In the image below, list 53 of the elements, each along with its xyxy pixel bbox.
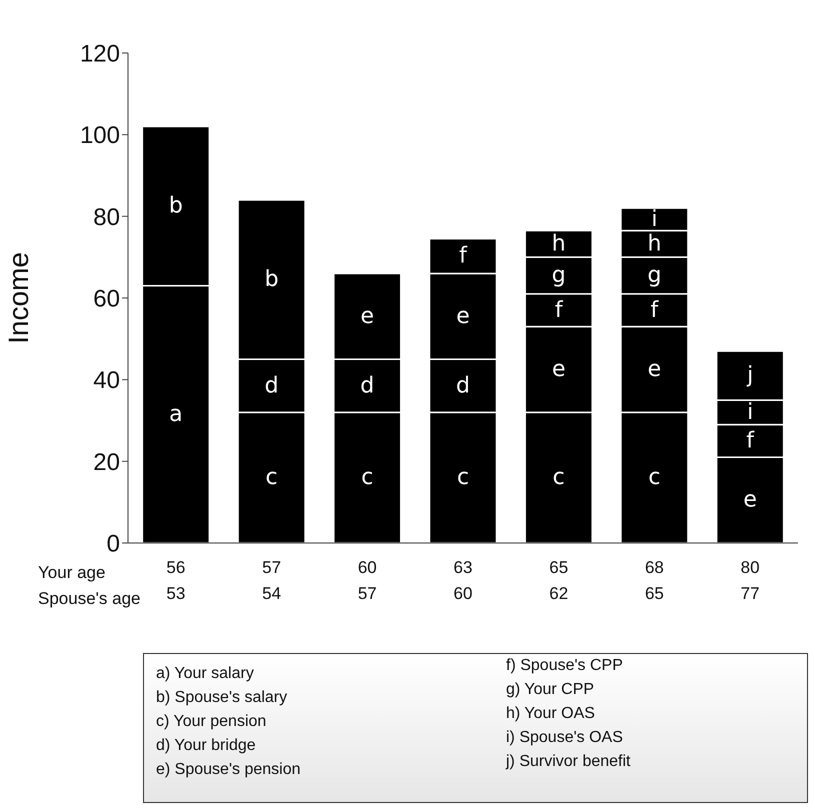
series-label: d [264,373,279,398]
text: j) Survivor benefit [506,752,630,772]
text: d) Your bridge [156,736,257,756]
text: c [266,465,278,490]
text: b [264,267,279,292]
text: f [459,244,467,269]
text: f [650,298,658,323]
text: e [552,356,566,382]
text: d [360,373,374,398]
x-tick-label: 68 65 [644,558,664,603]
y-tick-label: 120 [80,40,120,68]
series-label: g [552,263,566,288]
text: c [648,465,660,490]
text: a) Your salary [156,664,255,684]
text: i [651,206,658,232]
y-tick-label: 20 [93,448,120,476]
text: d [456,373,470,398]
x-tick-label: 60 57 [358,558,377,603]
x-tick-label: 63 60 [454,558,472,603]
series-label: f [746,428,756,454]
series-label: j [746,363,754,388]
text: g) Your CPP [506,680,596,700]
y-tick-label: 100 [80,122,120,150]
series-label: h [552,231,566,256]
x-tick-label: 80 77 [740,558,760,603]
x-axis-title: Your age Spouse's age [38,562,140,610]
text: f [554,298,563,323]
x-tick-label: 65 62 [549,558,568,603]
text: h) Your OAS [506,704,596,724]
text: c [456,465,470,490]
series-label: c [552,465,565,490]
text: e [456,304,470,329]
y-tick-label: 40 [93,367,120,394]
x-tick-label: 56 53 [166,558,186,603]
text: e) Spouse's pension [156,760,302,780]
series-label: i [747,400,754,425]
text: e [648,356,662,382]
y-tick-label: 60 [93,286,120,313]
text: e [743,488,757,513]
text: i) Spouse's OAS [506,728,624,748]
y-tick-label: 80 [93,204,120,231]
text: f) Spouse's CPP [506,656,624,676]
y-tick-label: 0 [106,530,120,558]
y-axis-title: Income [2,252,34,344]
text: b) Spouse's salary [156,688,288,708]
x-tick-label: 57 54 [262,558,282,603]
text: g [647,263,662,288]
text: h [647,231,662,256]
series-label: a [169,402,183,427]
text: c) Your pension [156,712,268,732]
series-label: b [168,194,183,219]
series-label: e [360,304,374,329]
text: c [361,465,374,490]
